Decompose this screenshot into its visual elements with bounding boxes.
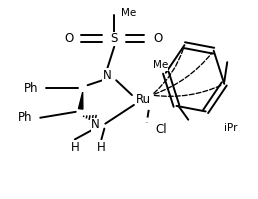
Text: Me: Me	[153, 60, 168, 70]
Text: Ph: Ph	[18, 111, 33, 124]
Text: H: H	[70, 141, 79, 154]
Text: H: H	[97, 141, 106, 154]
Text: iPr: iPr	[224, 123, 237, 133]
Polygon shape	[78, 92, 83, 109]
Text: O: O	[64, 32, 74, 45]
Text: N: N	[103, 69, 112, 82]
Text: Ru: Ru	[136, 94, 151, 106]
Text: O: O	[153, 32, 162, 45]
Text: Cl: Cl	[156, 123, 167, 136]
Text: S: S	[110, 32, 118, 45]
Text: Ph: Ph	[24, 82, 39, 95]
Text: Me: Me	[121, 8, 137, 18]
Text: N: N	[91, 118, 100, 131]
